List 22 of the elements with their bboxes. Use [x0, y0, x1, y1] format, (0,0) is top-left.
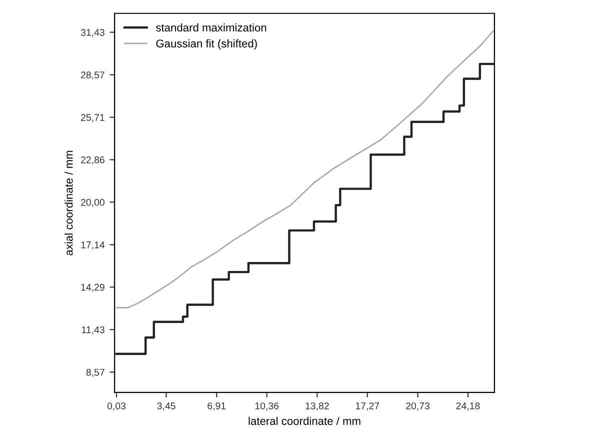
y-tick-label: 20,00 — [81, 198, 104, 207]
x-tick-label: 20,73 — [406, 402, 430, 410]
x-tick-label: 10,36 — [255, 402, 279, 410]
y-tick-label: 22,86 — [81, 156, 104, 164]
x-tick-label: 3,45 — [157, 402, 176, 410]
x-tick-label: 17,27 — [356, 402, 380, 410]
legend-label: standard maximization — [156, 23, 266, 32]
y-tick-label: 11,43 — [82, 326, 104, 334]
y-tick-label: 28,57 — [81, 72, 104, 80]
x-tick-label: 6,91 — [208, 402, 226, 410]
x-tick-label: 13,82 — [306, 402, 329, 410]
legend-label: Gaussian fit (shifted) — [156, 39, 257, 50]
y-tick-label: 25,71 — [81, 114, 104, 122]
y-axis-title: axial coordinate / mm — [64, 150, 73, 256]
y-tick-label: 31,43 — [80, 28, 104, 38]
x-tick-label: 0,03 — [107, 402, 126, 410]
x-axis-title: lateral coordinate / mm — [248, 416, 360, 425]
x-tick-label: 24,18 — [456, 402, 480, 410]
line-series — [116, 30, 494, 308]
y-tick-label: 17,14 — [81, 242, 105, 250]
y-tick-label: 8,57 — [86, 368, 104, 377]
y-tick-label: 14,29 — [81, 284, 104, 292]
